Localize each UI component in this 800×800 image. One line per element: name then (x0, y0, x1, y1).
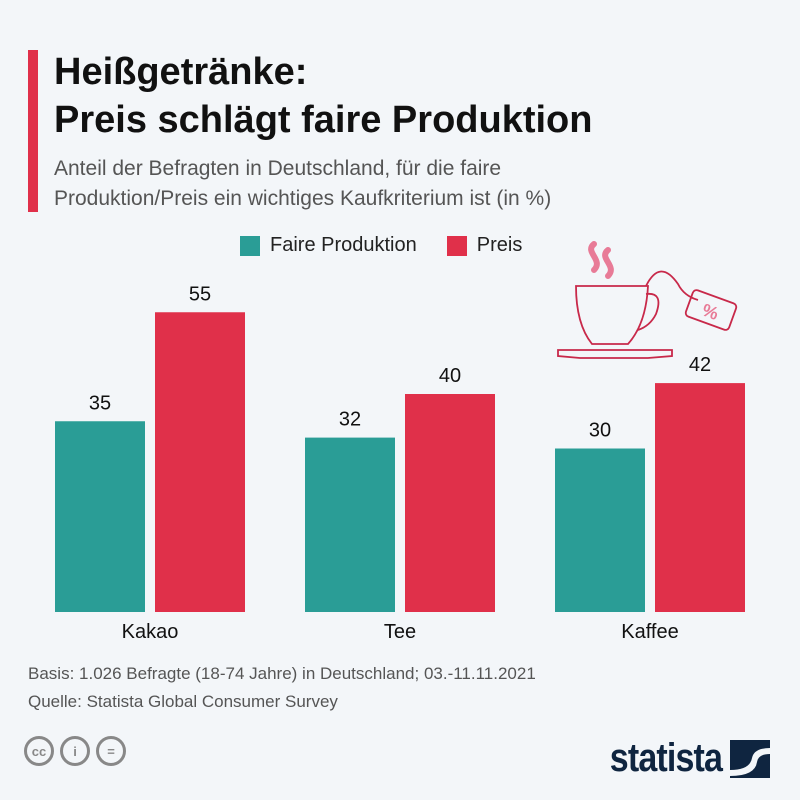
svg-text:%: % (699, 300, 721, 324)
subtitle-line-2: Produktion/Preis ein wichtiges Kaufkrite… (54, 187, 552, 210)
title-line-1: Heißgetränke: (54, 51, 308, 93)
bar-kakao-1 (155, 312, 245, 612)
legend: Faire Produktion Preis (240, 234, 522, 257)
legend-swatch-preis (446, 235, 467, 256)
footer-basis: Basis: 1.026 Befragte (18-74 Jahre) in D… (28, 664, 536, 683)
data-label: 42 (689, 354, 711, 376)
category-label: Tee (384, 621, 416, 643)
bar-kaffee-0 (555, 448, 645, 612)
footer: Basis: 1.026 Befragte (18-74 Jahre) in D… (28, 660, 536, 716)
legend-swatch-faire (240, 235, 260, 256)
category-label: Kaffee (621, 621, 678, 643)
cc-icon: cc (24, 736, 54, 766)
page-title: Heißgetränke: Preis schlägt faire Produk… (54, 48, 592, 144)
attribution-icon: i (60, 736, 90, 766)
statista-logo[interactable]: statista (590, 736, 770, 781)
title-line-2: Preis schlägt faire Produktion (54, 99, 593, 141)
data-label: 55 (189, 283, 211, 305)
no-derivatives-icon: = (96, 736, 126, 766)
subtitle: Anteil der Befragten in Deutschland, für… (54, 154, 551, 214)
bar-kakao-0 (55, 421, 145, 612)
legend-label-faire: Faire Produktion (270, 234, 417, 256)
title-accent-bar (28, 50, 38, 212)
bar-chart: 35 55 Kakao 32 40 Tee 30 42 Kaffee (55, 283, 745, 643)
legend-label-preis: Preis (476, 234, 523, 256)
data-label: 40 (439, 365, 461, 387)
footer-source: Quelle: Statista Global Consumer Survey (28, 692, 338, 711)
category-label: Kakao (122, 621, 179, 643)
data-label: 32 (339, 409, 361, 431)
logo-text: statista (609, 736, 723, 780)
bar-kaffee-1 (655, 383, 745, 612)
cup-icon: % (557, 241, 738, 359)
statista-logo-icon (730, 739, 770, 778)
license-icons[interactable]: cc i = (24, 736, 126, 766)
data-label: 30 (589, 420, 611, 442)
subtitle-line-1: Anteil der Befragten in Deutschland, für… (54, 157, 502, 180)
bar-tee-1 (405, 394, 495, 612)
data-label: 35 (89, 392, 111, 414)
bar-tee-0 (305, 437, 395, 612)
